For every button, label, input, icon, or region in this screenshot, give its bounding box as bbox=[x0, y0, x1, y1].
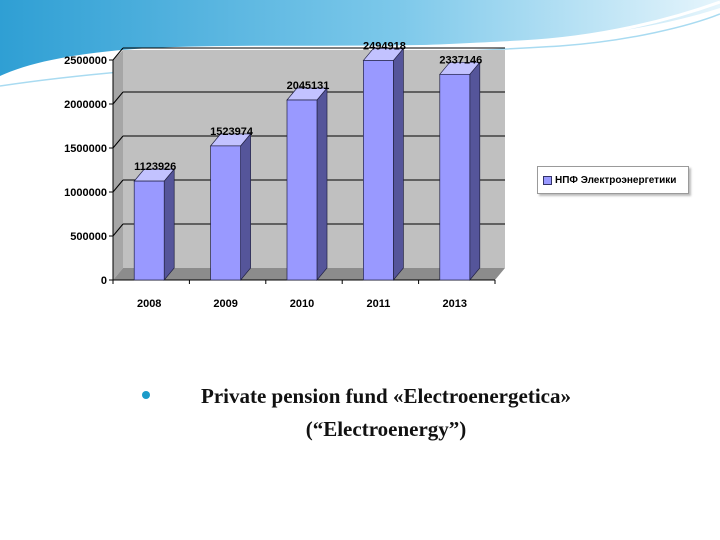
caption-line-2: (“Electroenergy”) bbox=[305, 417, 467, 441]
bar-2009 bbox=[209, 132, 252, 281]
gridline bbox=[112, 179, 124, 193]
y-tick-label: 1000000 bbox=[64, 187, 107, 199]
x-tick-label-2008: 2008 bbox=[137, 298, 161, 310]
legend-label: НПФ Электроэнергетики bbox=[555, 174, 677, 186]
bar-front bbox=[210, 145, 241, 281]
gridline bbox=[112, 135, 124, 149]
data-label-2009: 1523974 bbox=[210, 126, 254, 138]
y-tick-label: 2500000 bbox=[64, 55, 107, 67]
y-tick-label: 0 bbox=[101, 275, 107, 287]
bar-2011 bbox=[362, 47, 405, 281]
bullet-icon bbox=[142, 391, 150, 399]
bar-2008 bbox=[133, 168, 175, 281]
bar-2010 bbox=[286, 87, 328, 281]
x-tick-label-2013: 2013 bbox=[443, 298, 467, 310]
gridline bbox=[112, 91, 124, 105]
y-tick-label: 2000000 bbox=[64, 99, 107, 111]
data-label-2008: 1123926 bbox=[134, 161, 176, 173]
bars bbox=[133, 47, 481, 281]
gridline bbox=[112, 47, 124, 61]
plot-side-wall bbox=[113, 50, 123, 280]
bar-side bbox=[393, 47, 404, 281]
x-axis-ticks: 2008 2009 2010 2011 2013 bbox=[112, 280, 496, 310]
x-tick-label-2011: 2011 bbox=[366, 298, 390, 310]
bar-side bbox=[240, 132, 251, 281]
data-labels: 1123926 1523974 2045131 2494918 2337146 bbox=[134, 40, 482, 173]
bar-side bbox=[163, 168, 175, 281]
caption-line-1: Private pension fund «Electroenergetica» bbox=[201, 384, 571, 408]
bar-side bbox=[316, 87, 328, 281]
bar-front bbox=[133, 180, 165, 281]
x-tick-label-2010: 2010 bbox=[290, 298, 314, 310]
bar-front bbox=[363, 60, 394, 281]
bar-side bbox=[469, 61, 481, 281]
caption: Private pension fund «Electroenergetica»… bbox=[140, 380, 660, 446]
legend: НПФ Электроэнергетики bbox=[537, 166, 689, 194]
bar-front bbox=[439, 73, 471, 281]
data-label-2010: 2045131 bbox=[287, 80, 330, 92]
y-axis-ticks: 0 500000 1000000 1500000 2000000 2500000 bbox=[64, 55, 113, 287]
y-tick-label: 1500000 bbox=[64, 143, 107, 155]
data-label-2011: 2494918 bbox=[363, 40, 406, 52]
x-tick-label-2009: 2009 bbox=[213, 298, 237, 310]
bar-front bbox=[286, 99, 318, 281]
y-tick-label: 500000 bbox=[70, 231, 107, 243]
gridline bbox=[112, 223, 124, 237]
legend-swatch bbox=[543, 175, 552, 185]
bar-2013 bbox=[439, 61, 481, 281]
caption-text: Private pension fund «Electroenergetica»… bbox=[176, 380, 596, 446]
data-label-2013: 2337146 bbox=[439, 54, 482, 66]
